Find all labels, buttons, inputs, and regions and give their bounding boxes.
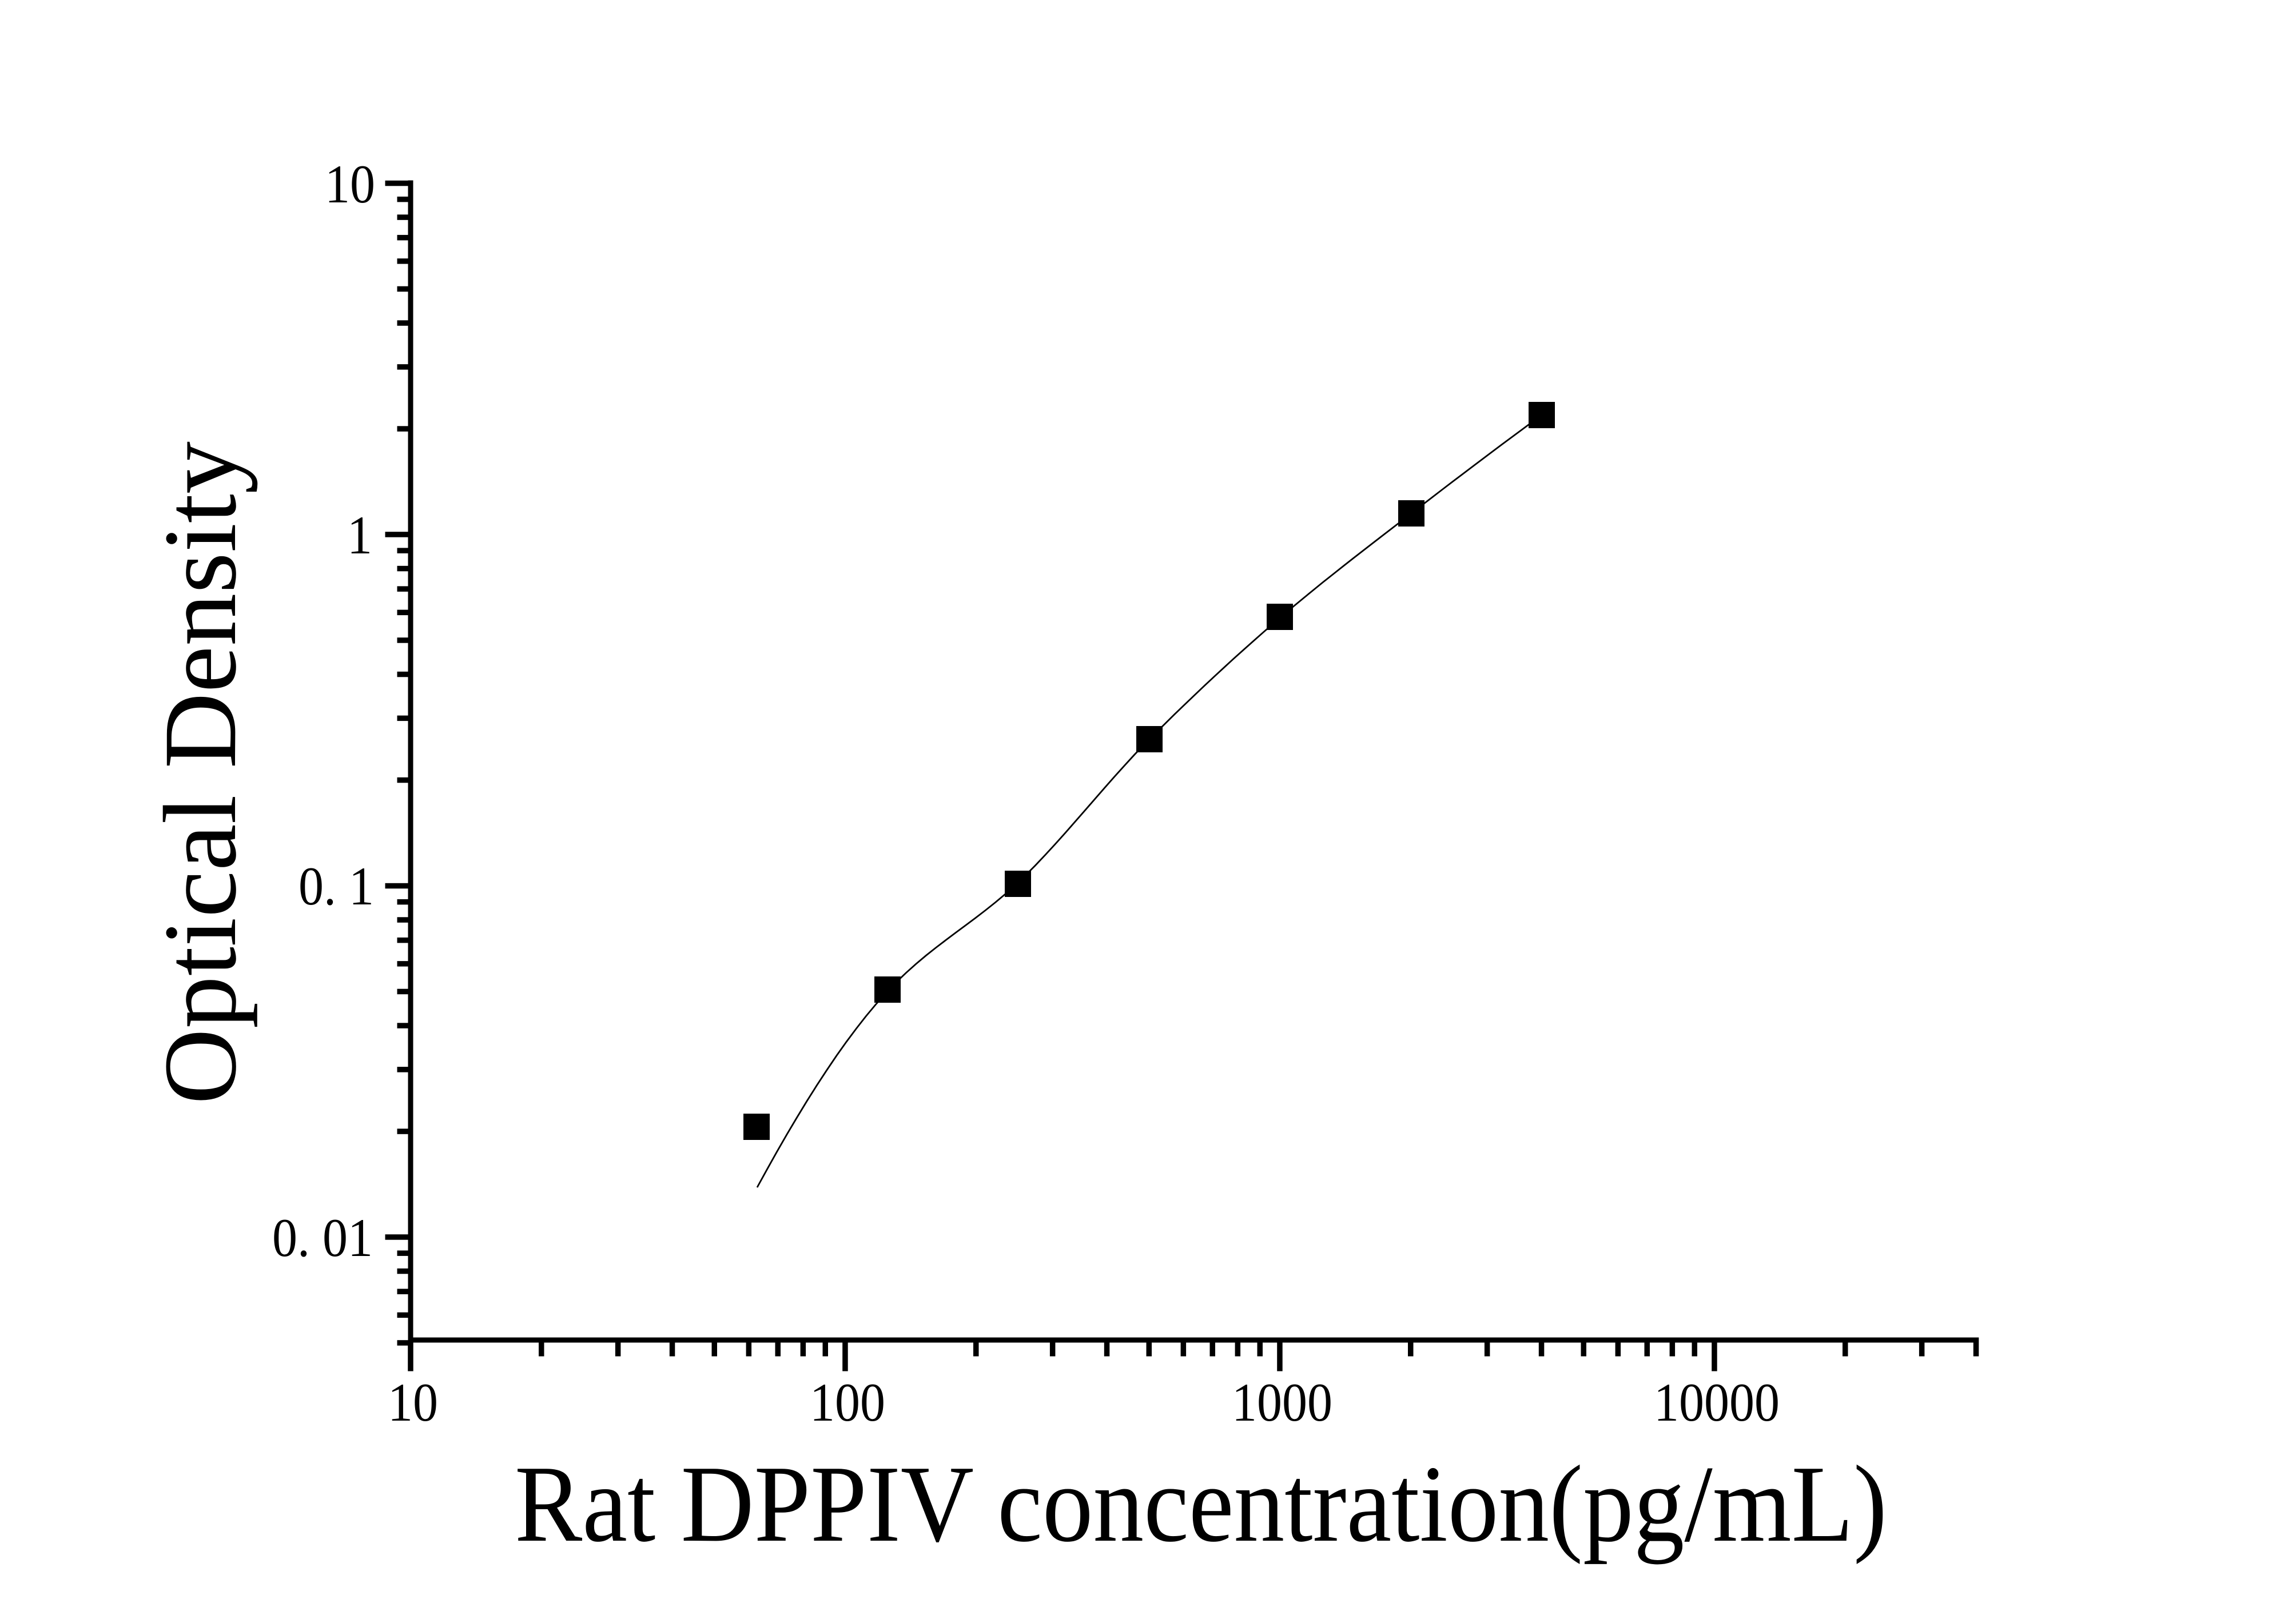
- svg-text:100: 100: [810, 1372, 885, 1433]
- svg-text:0. 01: 0. 01: [272, 1207, 373, 1268]
- svg-text:10: 10: [388, 1372, 438, 1433]
- svg-text:Optical Density: Optical Density: [143, 441, 258, 1104]
- svg-text:Rat DPPIV concentration(pg/mL): Rat DPPIV concentration(pg/mL): [515, 1443, 1887, 1565]
- svg-text:1000: 1000: [1232, 1372, 1332, 1433]
- svg-text:1: 1: [347, 505, 372, 565]
- svg-text:10: 10: [325, 154, 375, 214]
- svg-text:10000: 10000: [1654, 1372, 1780, 1433]
- svg-text:0. 1: 0. 1: [299, 856, 374, 916]
